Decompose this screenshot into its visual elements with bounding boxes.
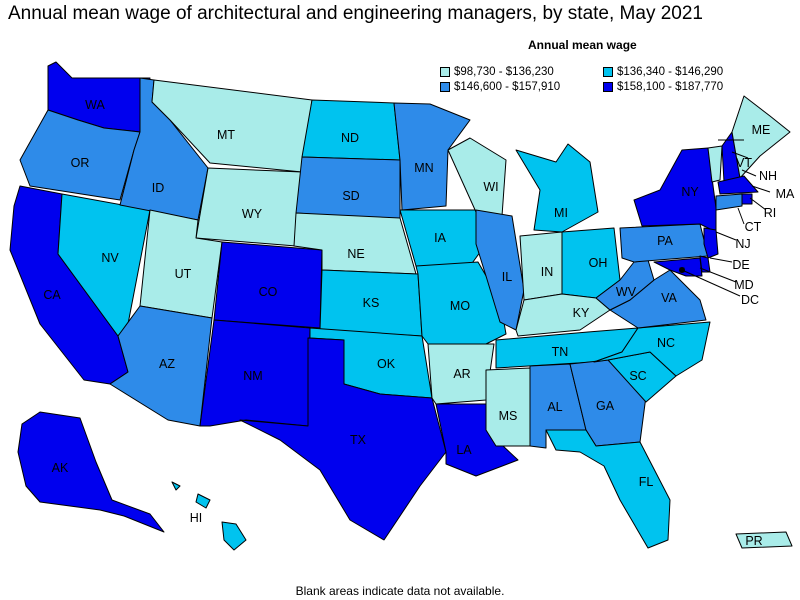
state-il xyxy=(475,209,525,331)
state-label-pa: PA xyxy=(657,234,673,248)
state-label-ak: AK xyxy=(52,461,69,475)
legend-label: $98,730 - $136,230 xyxy=(454,66,554,78)
legend-item-tier-1: $98,730 - $136,230 xyxy=(440,66,554,78)
state-label-ia: IA xyxy=(434,231,446,245)
state-label-la: LA xyxy=(456,443,472,457)
legend-item-tier-2: $136,340 - $146,290 xyxy=(603,66,723,78)
state-label-or: OR xyxy=(71,156,90,170)
state-label-tn: TN xyxy=(552,345,569,359)
state-label-nm: NM xyxy=(243,369,262,383)
state-label-co: CO xyxy=(259,285,278,299)
footnote: Blank areas indicate data not available. xyxy=(295,584,505,598)
legend-label: $146,600 - $157,910 xyxy=(454,81,561,93)
legend-label: $158,100 - $187,770 xyxy=(617,81,724,93)
state-wi xyxy=(447,137,507,217)
state-label-il: IL xyxy=(502,270,512,284)
state-label-nv: NV xyxy=(101,251,119,265)
state-label-id: ID xyxy=(152,181,165,195)
state-ri xyxy=(741,193,753,205)
legend-item-tier-3: $146,600 - $157,910 xyxy=(440,81,560,93)
legend-item-tier-4: $158,100 - $187,770 xyxy=(603,81,723,93)
state-label-ne: NE xyxy=(347,247,364,261)
state-label-ar: AR xyxy=(453,367,470,381)
state-label-ms: MS xyxy=(499,409,518,423)
state-label-nd: ND xyxy=(341,131,359,145)
legend-swatch xyxy=(603,67,613,77)
state-label-wi: WI xyxy=(483,180,498,194)
state-label-md: MD xyxy=(734,278,753,292)
state-label-nc: NC xyxy=(657,336,675,350)
state-label-mt: MT xyxy=(217,128,235,142)
state-label-ok: OK xyxy=(377,357,396,371)
state-label-ct: CT xyxy=(745,220,762,234)
state-label-az: AZ xyxy=(159,357,175,371)
state-label-ga: GA xyxy=(596,399,615,413)
state-nj xyxy=(703,227,719,259)
legend-swatch xyxy=(440,67,450,77)
state-label-oh: OH xyxy=(589,256,608,270)
state-ct xyxy=(715,193,743,211)
state-label-fl: FL xyxy=(639,475,654,489)
state-label-me: ME xyxy=(752,123,771,137)
state-label-in: IN xyxy=(541,265,554,279)
state-label-va: VA xyxy=(661,291,677,305)
state-ak xyxy=(17,411,165,533)
state-fl xyxy=(545,429,671,549)
state-label-hi: HI xyxy=(190,511,203,525)
state-label-ut: UT xyxy=(175,267,192,281)
state-label-tx: TX xyxy=(350,433,367,447)
legend-label: $136,340 - $146,290 xyxy=(617,66,724,78)
state-ia xyxy=(399,209,487,267)
state-label-nh: NH xyxy=(759,169,777,183)
state-mi xyxy=(515,143,599,233)
state-label-de: DE xyxy=(732,258,749,272)
state-label-mi: MI xyxy=(554,206,568,220)
state-label-wv: WV xyxy=(616,285,637,299)
state-label-dc: DC xyxy=(741,293,759,307)
state-ma xyxy=(717,175,759,195)
state-ar xyxy=(427,343,495,405)
state-az xyxy=(109,305,213,427)
legend-swatch xyxy=(440,82,450,92)
state-label-ri: RI xyxy=(764,206,777,220)
state-mn xyxy=(393,102,471,211)
state-pr xyxy=(735,531,793,549)
legend-swatch xyxy=(603,82,613,92)
state-md xyxy=(653,257,703,277)
state-tx xyxy=(239,337,447,541)
state-label-wa: WA xyxy=(85,98,105,112)
state-ky xyxy=(515,293,611,337)
page-title: Annual mean wage of architectural and en… xyxy=(8,3,703,24)
state-label-ca: CA xyxy=(43,288,61,302)
state-label-ny: NY xyxy=(681,185,699,199)
state-vt xyxy=(707,145,723,183)
legend-title: Annual mean wage xyxy=(528,38,637,52)
state-hi xyxy=(171,481,247,551)
state-nd xyxy=(301,99,401,161)
state-label-ma: MA xyxy=(776,187,795,201)
state-label-pr: PR xyxy=(745,534,762,548)
state-label-mn: MN xyxy=(414,161,433,175)
state-label-ky: KY xyxy=(573,306,590,320)
state-label-al: AL xyxy=(547,400,562,414)
state-label-wy: WY xyxy=(242,207,263,221)
state-label-ks: KS xyxy=(363,296,380,310)
state-ny xyxy=(633,147,717,233)
state-nc xyxy=(593,321,711,377)
state-label-mo: MO xyxy=(450,299,470,313)
state-label-sc: SC xyxy=(629,369,646,383)
dc-marker-icon xyxy=(679,267,685,273)
state-ms xyxy=(485,367,531,447)
state-wv xyxy=(595,259,655,311)
state-label-nj: NJ xyxy=(735,237,750,251)
state-label-sd: SD xyxy=(342,189,359,203)
state-label-vt: VT xyxy=(736,156,752,170)
